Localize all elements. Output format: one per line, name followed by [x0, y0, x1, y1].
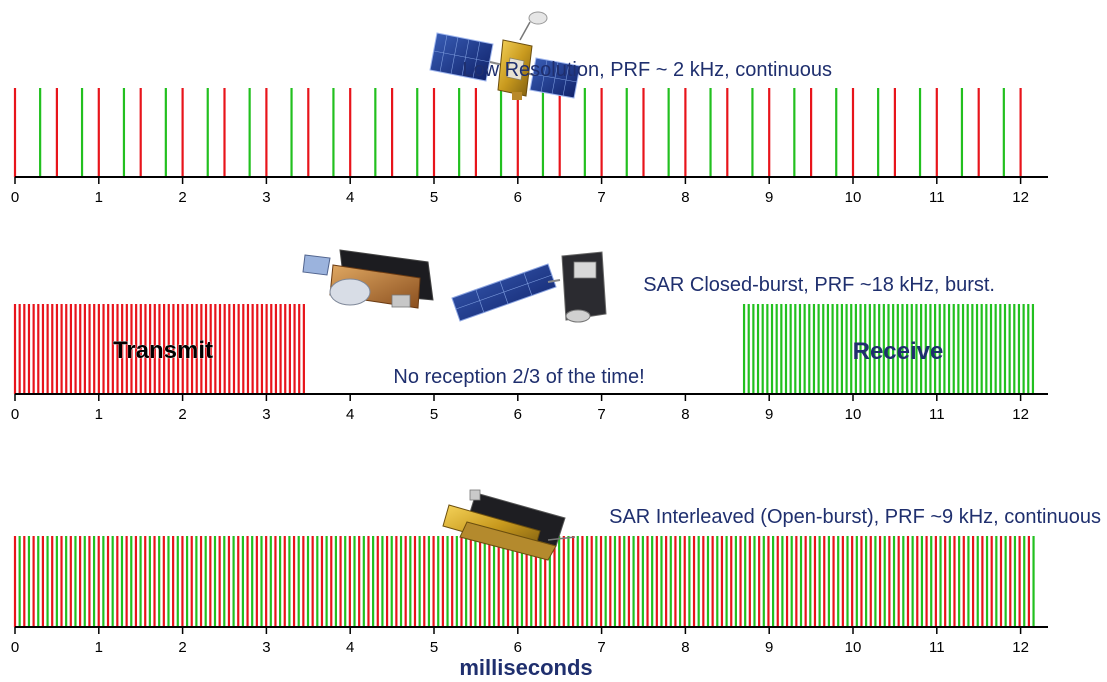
panel-low-resolution: 0 1 2 3 4 5 6 7 8 9 10 11 12 Low Resolution, PRF ~ 2… [11, 11, 1048, 206]
axis-tick-label: 12 [1012, 639, 1029, 656]
axis-tick-label: 7 [597, 406, 605, 423]
satellite-closed-burst-icon [302, 249, 607, 323]
axis-tick-label: 3 [262, 639, 270, 656]
panel-closed-burst: 0 1 2 3 4 5 6 7 8 9 10 11 12 Transmit Receive No rec… [11, 249, 1048, 423]
satellite-left-icon [302, 249, 434, 309]
axis-tick-label: 2 [178, 639, 186, 656]
axis-tick-label: 1 [95, 189, 103, 206]
axis-tick-label: 12 [1012, 406, 1029, 423]
receive-label: Receive [853, 338, 944, 365]
axis-tick-label: 5 [430, 639, 438, 656]
axis-tick-label: 5 [430, 406, 438, 423]
panel-title: Low Resolution, PRF ~ 2 kHz, continuous [462, 59, 832, 81]
pulse-train-interleaved [13, 536, 1035, 627]
axis-tick-label: 3 [262, 406, 270, 423]
time-axis-ticks: 0 1 2 3 4 5 6 7 8 9 10 11 12 [11, 394, 1029, 423]
panel-title: SAR Interleaved (Open-burst), PRF ~9 kHz… [609, 506, 1101, 528]
axis-tick-label: 6 [514, 406, 522, 423]
axis-tick-label: 5 [430, 189, 438, 206]
axis-tick-label: 10 [845, 639, 862, 656]
axis-tick-label: 10 [845, 406, 862, 423]
axis-tick-label: 9 [765, 406, 773, 423]
pulse-train-closed-burst [13, 304, 1035, 394]
axis-tick-label: 4 [346, 406, 354, 423]
axis-tick-label: 8 [681, 406, 689, 423]
satellite-interleaved-icon [442, 489, 576, 561]
axis-tick-label: 0 [11, 189, 19, 206]
axis-tick-label: 2 [178, 406, 186, 423]
time-axis-ticks: 0 1 2 3 4 5 6 7 8 9 10 11 12 [11, 627, 1029, 656]
axis-tick-label: 11 [929, 639, 945, 656]
axis-tick-label: 6 [514, 639, 522, 656]
axis-tick-label: 3 [262, 189, 270, 206]
panel-title: SAR Closed-burst, PRF ~18 kHz, burst. [643, 274, 995, 296]
axis-tick-label: 6 [514, 189, 522, 206]
axis-tick-label: 7 [597, 639, 605, 656]
axis-unit-label: milliseconds [459, 655, 592, 680]
transmit-label: Transmit [113, 337, 213, 364]
time-axis-ticks: 0 1 2 3 4 5 6 7 8 9 10 11 12 [11, 177, 1029, 206]
axis-tick-label: 11 [929, 189, 945, 206]
axis-tick-label: 7 [597, 189, 605, 206]
satellite-right-icon [451, 251, 607, 323]
axis-tick-label: 12 [1012, 189, 1029, 206]
axis-tick-label: 4 [346, 639, 354, 656]
axis-tick-label: 0 [11, 639, 19, 656]
axis-tick-label: 8 [681, 639, 689, 656]
axis-tick-label: 8 [681, 189, 689, 206]
axis-tick-label: 9 [765, 189, 773, 206]
axis-tick-label: 0 [11, 406, 19, 423]
pulse-train-low-resolution [13, 88, 1022, 177]
satellite-low-res-icon [429, 11, 581, 100]
axis-tick-label: 10 [845, 189, 862, 206]
axis-tick-label: 2 [178, 189, 186, 206]
axis-tick-label: 1 [95, 639, 103, 656]
axis-tick-label: 9 [765, 639, 773, 656]
no-reception-note: No reception 2/3 of the time! [393, 366, 644, 388]
axis-tick-label: 11 [929, 406, 945, 423]
panel-interleaved: 0 1 2 3 4 5 6 7 8 9 10 11 12 SAR Interleaved (Open-b… [11, 489, 1101, 656]
axis-tick-label: 4 [346, 189, 354, 206]
axis-tick-label: 1 [95, 406, 103, 423]
